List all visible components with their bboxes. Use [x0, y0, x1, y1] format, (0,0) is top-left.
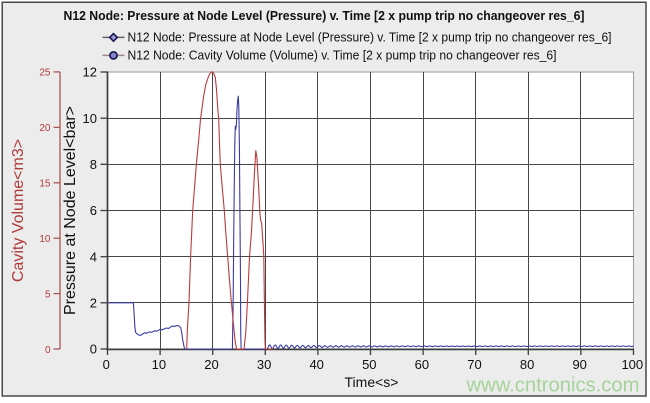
svg-text:4: 4: [90, 249, 97, 264]
svg-text:Cavity Volume<m3>: Cavity Volume<m3>: [10, 139, 27, 282]
svg-text:70: 70: [467, 357, 481, 372]
svg-text:N12 Node: Pressure at Node Lev: N12 Node: Pressure at Node Level (Pressu…: [64, 9, 585, 23]
svg-text:Time<s>: Time<s>: [345, 374, 399, 390]
svg-text:0: 0: [103, 357, 110, 372]
svg-text:50: 50: [362, 357, 376, 372]
svg-text:www.cntronics.com: www.cntronics.com: [465, 375, 639, 397]
svg-text:90: 90: [572, 357, 586, 372]
svg-text:40: 40: [309, 357, 323, 372]
svg-text:80: 80: [520, 357, 534, 372]
svg-text:8: 8: [90, 157, 97, 172]
svg-text:N12 Node: Pressure at Node Lev: N12 Node: Pressure at Node Level (Pressu…: [128, 30, 612, 44]
svg-text:10: 10: [83, 111, 97, 126]
svg-text:25: 25: [39, 68, 51, 79]
svg-text:100: 100: [621, 357, 643, 372]
svg-text:6: 6: [90, 203, 97, 218]
svg-text:N12 Node: Cavity Volume (Volum: N12 Node: Cavity Volume (Volume) v. Time…: [128, 48, 557, 62]
svg-text:30: 30: [257, 357, 271, 372]
svg-text:0: 0: [90, 342, 97, 357]
svg-text:60: 60: [415, 357, 429, 372]
svg-text:10: 10: [39, 234, 51, 245]
svg-text:20: 20: [204, 357, 218, 372]
svg-text:2: 2: [90, 295, 97, 310]
svg-text:5: 5: [45, 289, 51, 300]
svg-text:0: 0: [45, 345, 51, 356]
svg-text:15: 15: [39, 179, 51, 190]
svg-text:10: 10: [152, 357, 166, 372]
svg-text:12: 12: [83, 65, 97, 80]
svg-text:20: 20: [39, 123, 51, 134]
svg-text:Pressure at Node Level<bar>: Pressure at Node Level<bar>: [62, 106, 79, 315]
